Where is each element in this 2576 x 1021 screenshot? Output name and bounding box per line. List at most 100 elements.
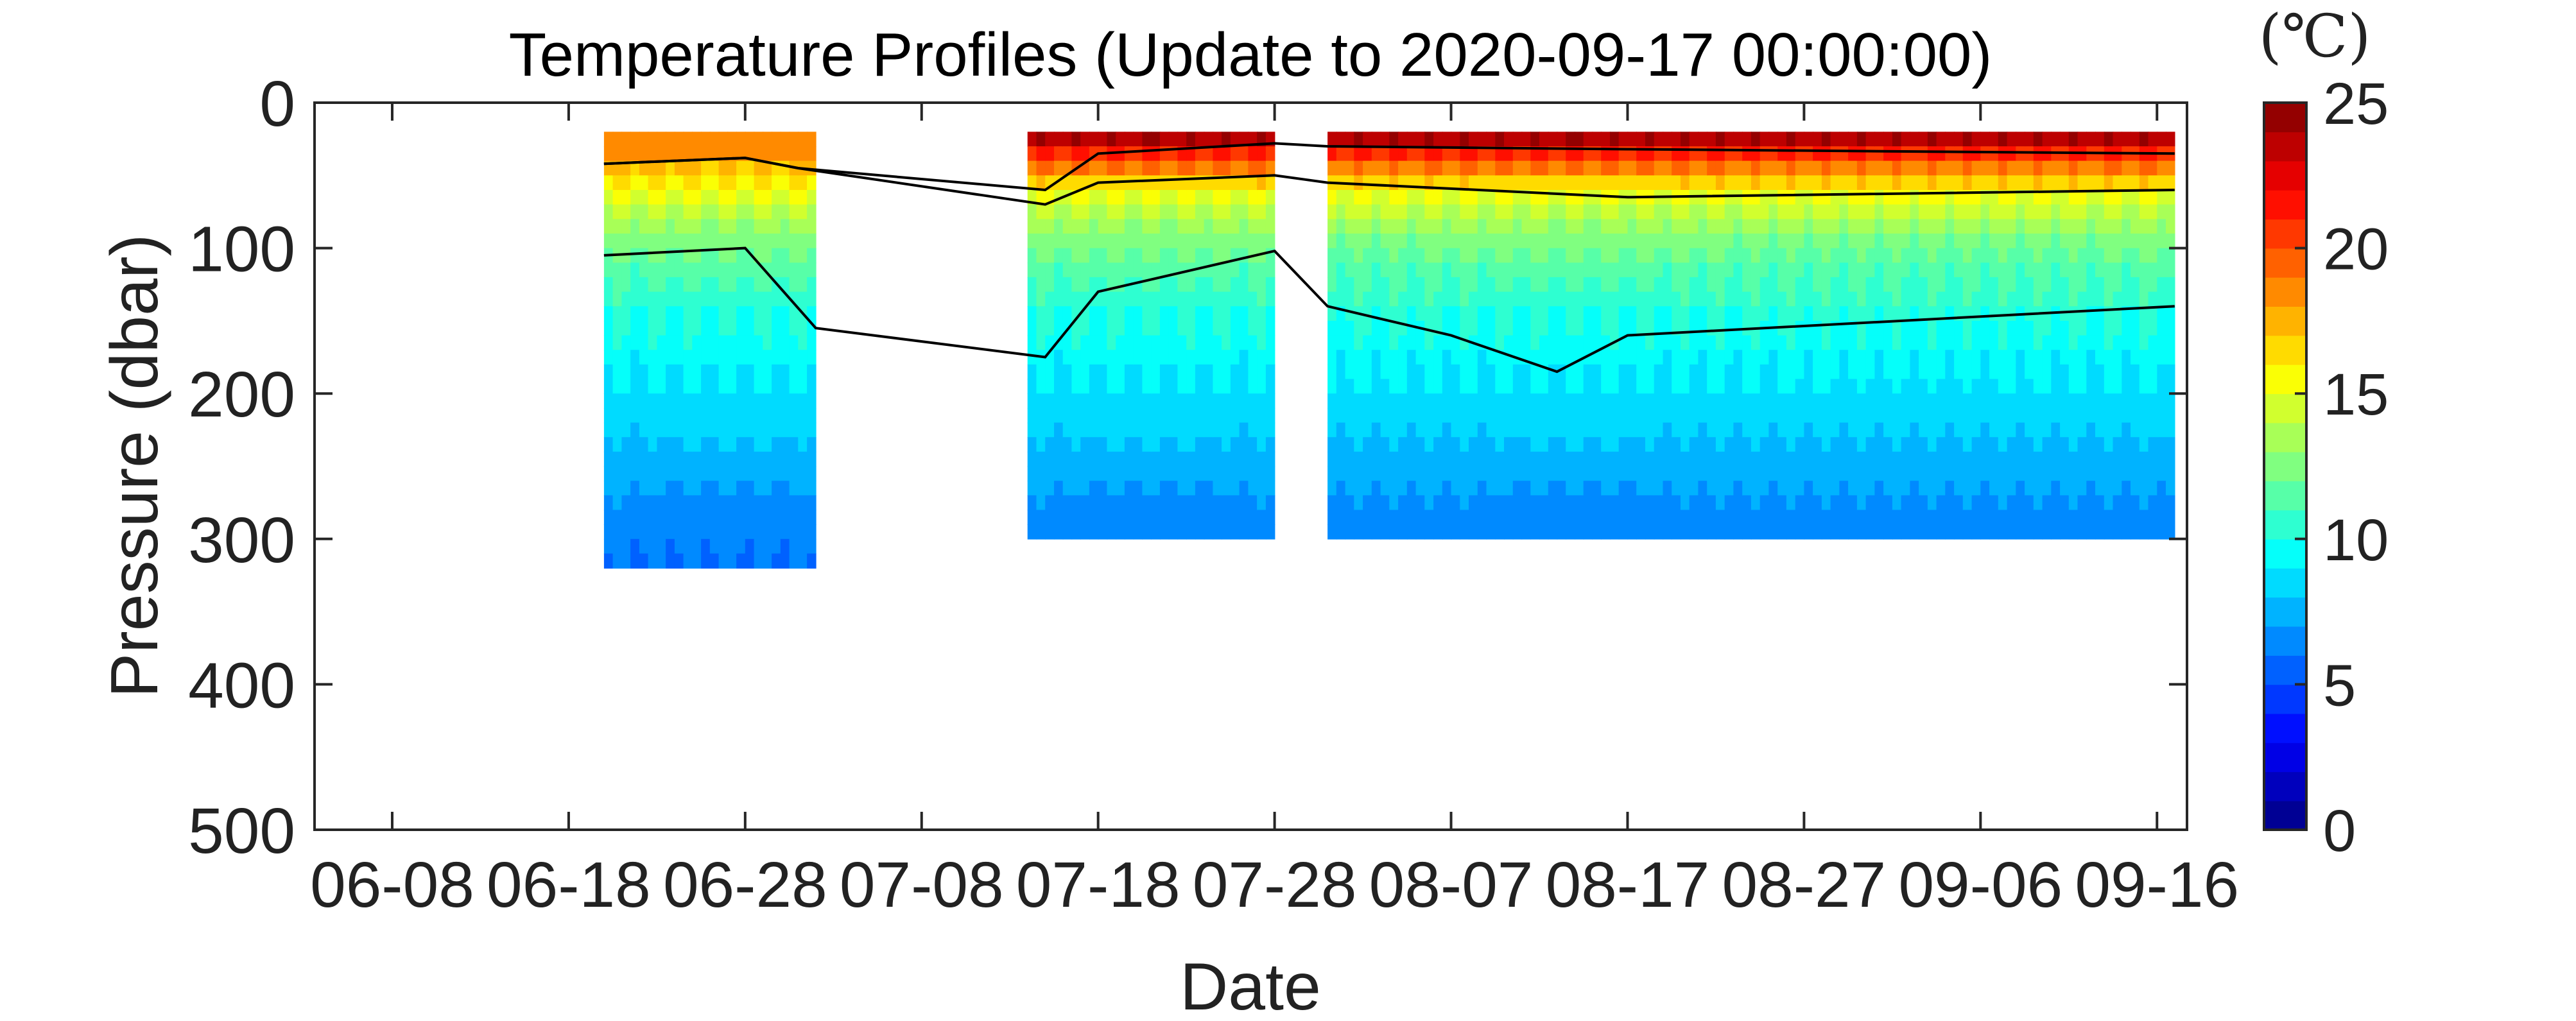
heatmap-cell — [780, 466, 790, 481]
heatmap-cell — [1265, 350, 1275, 365]
heatmap-cell — [1424, 277, 1434, 293]
heatmap-cell — [763, 233, 772, 249]
heatmap-cell — [1107, 190, 1116, 205]
heatmap-cell — [1027, 175, 1037, 191]
heatmap-cell — [1892, 306, 1902, 322]
heatmap-cell — [1998, 219, 2008, 234]
heatmap-cell — [1539, 277, 1549, 293]
heatmap-cell — [648, 553, 658, 569]
heatmap-cell — [1195, 437, 1205, 452]
heatmap-cell — [1548, 233, 1558, 249]
heatmap-cell — [1230, 466, 1240, 481]
heatmap-cell — [1406, 233, 1417, 249]
heatmap-cell — [612, 262, 623, 278]
heatmap-cell — [1142, 422, 1152, 438]
heatmap-cell — [1222, 277, 1231, 293]
heatmap-cell — [1575, 481, 1584, 496]
heatmap-cell — [1883, 219, 1893, 234]
heatmap-cell — [2139, 160, 2149, 176]
heatmap-cell — [1424, 451, 1434, 467]
heatmap-cell — [1159, 291, 1170, 307]
heatmap-cell — [1248, 524, 1258, 540]
heatmap-cell — [1707, 437, 1716, 452]
heatmap-cell — [1036, 146, 1046, 162]
heatmap-cell — [674, 553, 684, 569]
heatmap-cell — [1989, 132, 1999, 147]
heatmap-cell — [2016, 248, 2025, 264]
heatmap-cell — [1089, 306, 1099, 322]
heatmap-cell — [1954, 451, 1964, 467]
heatmap-cell — [1257, 277, 1266, 293]
heatmap-cell — [2113, 204, 2122, 220]
heatmap-cell — [1363, 146, 1372, 162]
heatmap-cell — [1098, 306, 1108, 322]
heatmap-cell — [1618, 510, 1629, 525]
heatmap-cell — [1575, 524, 1584, 540]
heatmap-cell — [2166, 175, 2175, 191]
heatmap-cell — [1495, 451, 1505, 467]
heatmap-cell — [1707, 204, 1716, 220]
heatmap-cell — [701, 451, 711, 467]
heatmap-cell — [2051, 335, 2061, 351]
heatmap-cell — [736, 437, 746, 452]
heatmap-cell — [1248, 219, 1258, 234]
heatmap-cell — [1962, 146, 1973, 162]
heatmap-cell — [1724, 379, 1734, 394]
heatmap-cell — [798, 553, 808, 569]
heatmap-cell — [1142, 335, 1152, 351]
heatmap-cell — [1874, 204, 1884, 220]
heatmap-cell — [709, 132, 720, 147]
heatmap-cell — [1856, 481, 1867, 496]
heatmap-cell — [1080, 408, 1090, 424]
heatmap-cell — [1477, 160, 1487, 176]
heatmap-cell — [1530, 204, 1540, 220]
heatmap-cell — [1116, 233, 1125, 249]
heatmap-cell — [772, 248, 781, 264]
heatmap-cell — [1742, 219, 1752, 234]
heatmap-cell — [789, 422, 799, 438]
heatmap-cell — [1486, 277, 1496, 293]
heatmap-cell — [1469, 364, 1478, 380]
heatmap-cell — [2104, 262, 2114, 278]
heatmap-cell — [1398, 451, 1408, 467]
heatmap-cell — [1742, 350, 1752, 365]
heatmap-cell — [1566, 219, 1575, 234]
heatmap-cell — [718, 379, 729, 394]
heatmap-cell — [1715, 248, 1725, 264]
heatmap-cell — [701, 291, 711, 307]
heatmap-cell — [1186, 364, 1196, 380]
heatmap-cell — [754, 437, 764, 452]
heatmap-cell — [639, 422, 649, 438]
heatmap-cell — [1213, 466, 1222, 481]
heatmap-cell — [763, 146, 772, 162]
heatmap-cell — [1892, 132, 1902, 147]
heatmap-cell — [2077, 495, 2087, 511]
heatmap-cell — [1336, 379, 1346, 394]
heatmap-cell — [1504, 408, 1514, 424]
heatmap-cell — [1442, 262, 1452, 278]
heatmap-cell — [745, 262, 755, 278]
heatmap-cell — [1530, 146, 1540, 162]
heatmap-cell — [1733, 160, 1743, 176]
heatmap-cell — [2042, 466, 2052, 481]
heatmap-cell — [754, 538, 764, 554]
heatmap-cell — [1027, 291, 1037, 307]
heatmap-cell — [1442, 132, 1452, 147]
heatmap-cell — [1583, 190, 1593, 205]
heatmap-cell — [1177, 350, 1187, 365]
heatmap-cell — [1989, 451, 1999, 467]
heatmap-cell — [2051, 364, 2061, 380]
heatmap-cell — [1213, 219, 1222, 234]
heatmap-cell — [1980, 291, 1990, 307]
heatmap-cell — [1036, 422, 1046, 438]
heatmap-cell — [1663, 277, 1672, 293]
heatmap-cell — [1715, 466, 1725, 481]
heatmap-cell — [1830, 379, 1840, 394]
heatmap-cell — [2139, 422, 2149, 438]
heatmap-cell — [2086, 466, 2096, 481]
heatmap-cell — [1759, 132, 1770, 147]
heatmap-cell — [709, 393, 720, 409]
heatmap-cell — [780, 481, 790, 496]
heatmap-cell — [1363, 451, 1372, 467]
heatmap-cell — [754, 277, 764, 293]
